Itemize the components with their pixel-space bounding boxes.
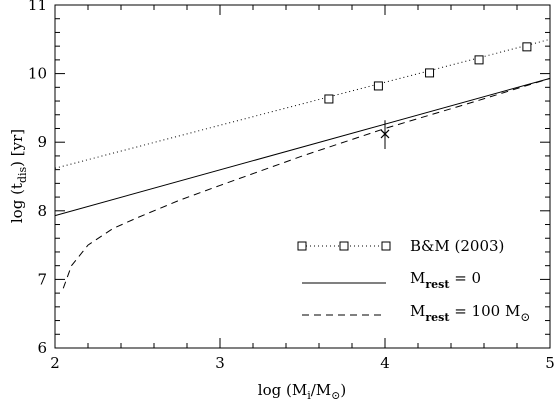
legend-dashed-post: = 100 M (449, 302, 520, 320)
plot-frame (54, 4, 551, 349)
legend-marker (381, 241, 391, 251)
legend-dashed-sun: ⊙ (520, 310, 530, 324)
legend-label-bm: B&M (2003) (410, 237, 504, 255)
legend-marker (339, 241, 349, 251)
legend-marker (297, 241, 307, 251)
legend-label-dashed: Mrest = 100 M⊙ (410, 302, 530, 324)
x-axis-label-sub: i (307, 389, 311, 402)
data-markers (380, 120, 390, 150)
y-axis-label-post: ) [yr] (8, 129, 26, 167)
x-axis-label-sun: ⊙ (331, 389, 340, 402)
series-layer (54, 38, 551, 289)
x-tick-label: 2 (50, 354, 60, 372)
data-point (522, 42, 532, 52)
data-point (474, 55, 484, 65)
y-tick-label: 11 (28, 0, 47, 14)
series-line-2 (62, 77, 551, 289)
y-axis-label-pre: log (t (8, 183, 26, 223)
x-axis-label-post: ) (340, 381, 346, 399)
y-axis-label-sub: dis (16, 166, 29, 183)
legend-dashed-pre: M (410, 302, 425, 320)
x-axis-label: log (Mi/M⊙) (258, 381, 346, 402)
data-point (425, 68, 435, 78)
data-point (373, 81, 383, 91)
data-point (324, 94, 334, 104)
x-tick-label: 4 (380, 354, 390, 372)
x-axis-label-mid: /M (311, 381, 331, 399)
legend-label-solid: Mrest = 0 (410, 269, 481, 291)
series-line-1 (54, 77, 551, 217)
y-tick-label: 8 (37, 202, 47, 220)
y-tick-label: 10 (28, 65, 47, 83)
x-axis-label-pre: log (M (258, 381, 307, 399)
y-axis-label: log (tdis) [yr] (8, 129, 29, 223)
legend-dashed-sub: rest (425, 311, 450, 324)
y-tick-label: 9 (37, 133, 47, 151)
legend: B&M (2003) Mrest = 0 Mrest = 100 M⊙ (297, 237, 530, 324)
cross-marker (380, 129, 390, 139)
y-tick-label: 7 (37, 270, 47, 288)
legend-solid-post: = 0 (449, 269, 481, 287)
axis-ticks: 2 3 4 5 6 7 8 9 10 11 (28, 0, 555, 372)
legend-solid-sub: rest (425, 278, 450, 291)
y-tick-label: 6 (37, 339, 47, 357)
x-tick-label: 5 (545, 354, 555, 372)
x-tick-label: 3 (215, 354, 225, 372)
legend-solid-pre: M (410, 269, 425, 287)
